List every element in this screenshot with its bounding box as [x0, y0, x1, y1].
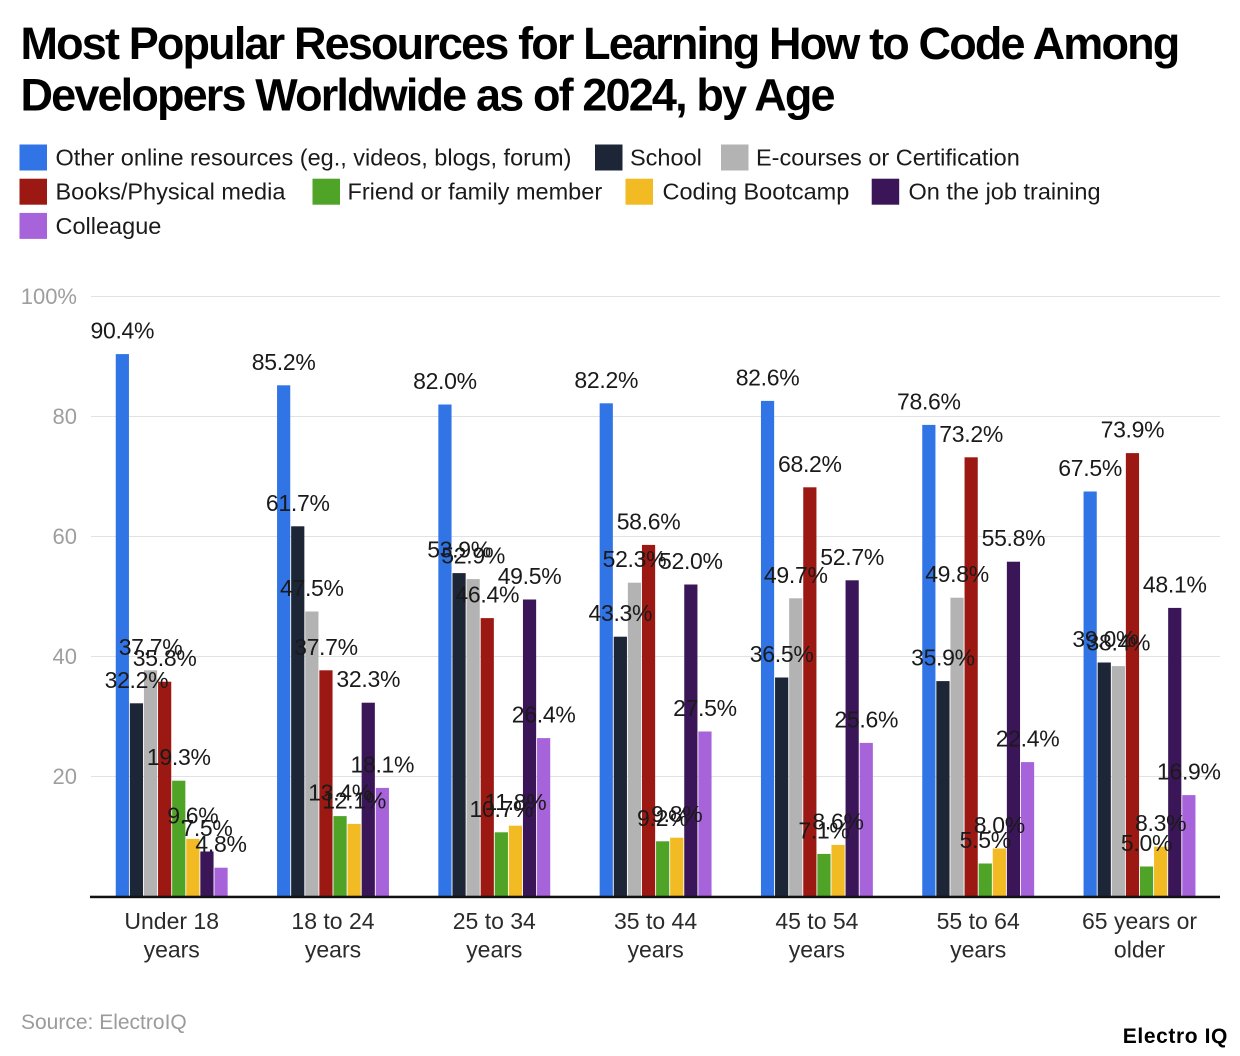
svg-text:Source: ElectroIQ: Source: ElectroIQ: [21, 1011, 187, 1034]
svg-text:20: 20: [53, 764, 77, 789]
svg-text:60: 60: [53, 524, 77, 549]
svg-text:52.9%: 52.9%: [441, 543, 505, 569]
svg-text:52.0%: 52.0%: [659, 548, 723, 574]
svg-text:years: years: [950, 937, 1006, 963]
svg-text:85.2%: 85.2%: [252, 349, 316, 375]
svg-text:52.3%: 52.3%: [603, 546, 667, 572]
svg-text:32.2%: 32.2%: [105, 667, 169, 693]
svg-text:68.2%: 68.2%: [778, 451, 842, 477]
svg-text:E-courses or Certification: E-courses or Certification: [756, 145, 1020, 171]
svg-text:39.0%: 39.0%: [1072, 626, 1136, 652]
svg-text:47.5%: 47.5%: [280, 575, 344, 601]
svg-text:8.3%: 8.3%: [1135, 810, 1186, 836]
svg-text:37.7%: 37.7%: [294, 634, 358, 660]
svg-text:years: years: [144, 937, 200, 963]
svg-text:Most Popular Resources for Lea: Most Popular Resources for Learning How …: [21, 18, 1179, 69]
svg-text:19.3%: 19.3%: [147, 744, 211, 770]
svg-text:55 to 64: 55 to 64: [937, 908, 1020, 934]
svg-text:26.4%: 26.4%: [512, 702, 576, 728]
svg-text:49.5%: 49.5%: [498, 563, 562, 589]
svg-text:Friend or family member: Friend or family member: [348, 179, 603, 205]
svg-text:78.6%: 78.6%: [897, 388, 961, 414]
svg-text:25 to 34: 25 to 34: [453, 908, 536, 934]
svg-text:12.1%: 12.1%: [322, 787, 386, 813]
svg-text:43.3%: 43.3%: [588, 600, 652, 626]
svg-text:82.6%: 82.6%: [736, 364, 800, 390]
svg-text:52.7%: 52.7%: [820, 544, 884, 570]
svg-text:On the job training: On the job training: [909, 179, 1101, 205]
svg-text:100%: 100%: [21, 284, 77, 309]
svg-text:Books/Physical media: Books/Physical media: [56, 179, 287, 205]
svg-text:older: older: [1114, 937, 1165, 963]
svg-text:38.4%: 38.4%: [1086, 630, 1150, 656]
svg-text:35.8%: 35.8%: [133, 645, 197, 671]
svg-text:25.6%: 25.6%: [834, 706, 898, 732]
svg-text:49.8%: 49.8%: [925, 561, 989, 587]
svg-text:27.5%: 27.5%: [673, 695, 737, 721]
svg-text:5.5%: 5.5%: [960, 827, 1011, 853]
svg-text:82.2%: 82.2%: [574, 367, 638, 393]
svg-text:73.2%: 73.2%: [939, 421, 1003, 447]
svg-text:4.8%: 4.8%: [195, 831, 246, 857]
svg-text:36.5%: 36.5%: [750, 641, 814, 667]
svg-text:years: years: [305, 937, 361, 963]
svg-text:8.6%: 8.6%: [812, 808, 863, 834]
svg-text:18 to 24: 18 to 24: [291, 908, 374, 934]
svg-text:years: years: [627, 937, 683, 963]
svg-text:35.9%: 35.9%: [911, 645, 975, 671]
svg-text:13.4%: 13.4%: [308, 780, 372, 806]
svg-text:53.9%: 53.9%: [427, 537, 491, 563]
svg-text:9.6%: 9.6%: [167, 802, 218, 828]
svg-text:49.7%: 49.7%: [764, 562, 828, 588]
svg-text:55.8%: 55.8%: [982, 525, 1046, 551]
svg-text:82.0%: 82.0%: [413, 368, 477, 394]
svg-text:16.9%: 16.9%: [1157, 759, 1221, 785]
svg-text:32.3%: 32.3%: [336, 666, 400, 692]
svg-text:18.1%: 18.1%: [350, 751, 414, 777]
svg-text:48.1%: 48.1%: [1143, 571, 1207, 597]
svg-text:Developers Worldwide as of 202: Developers Worldwide as of 2024, by Age: [21, 69, 835, 120]
svg-text:7.1%: 7.1%: [798, 817, 849, 843]
svg-text:Coding Bootcamp: Coding Bootcamp: [663, 179, 850, 205]
svg-text:School: School: [630, 145, 702, 171]
svg-text:5.0%: 5.0%: [1121, 830, 1172, 856]
svg-text:46.4%: 46.4%: [455, 582, 519, 608]
svg-text:7.5%: 7.5%: [181, 815, 232, 841]
svg-text:80: 80: [53, 404, 77, 429]
svg-text:9.2%: 9.2%: [637, 805, 688, 831]
svg-text:Colleague: Colleague: [56, 213, 162, 239]
svg-text:Electro IQ: Electro IQ: [1123, 1025, 1228, 1048]
svg-text:Under 18: Under 18: [124, 908, 219, 934]
svg-text:Other online resources (eg., v: Other online resources (eg., videos, blo…: [56, 145, 572, 171]
svg-text:58.6%: 58.6%: [617, 508, 681, 534]
svg-text:8.0%: 8.0%: [974, 812, 1025, 838]
svg-text:90.4%: 90.4%: [90, 318, 154, 344]
svg-text:45 to 54: 45 to 54: [775, 908, 858, 934]
svg-text:61.7%: 61.7%: [266, 490, 330, 516]
svg-text:years: years: [466, 937, 522, 963]
svg-text:11.8%: 11.8%: [484, 789, 546, 815]
svg-text:10.7%: 10.7%: [469, 796, 533, 822]
svg-text:9.8%: 9.8%: [651, 801, 702, 827]
svg-text:67.5%: 67.5%: [1058, 455, 1122, 481]
svg-text:65 years or: 65 years or: [1082, 908, 1197, 934]
svg-text:years: years: [789, 937, 845, 963]
svg-text:73.9%: 73.9%: [1101, 417, 1165, 443]
svg-text:37.7%: 37.7%: [119, 634, 183, 660]
svg-text:35 to 44: 35 to 44: [614, 908, 697, 934]
svg-text:40: 40: [53, 644, 77, 669]
svg-text:22.4%: 22.4%: [996, 726, 1060, 752]
